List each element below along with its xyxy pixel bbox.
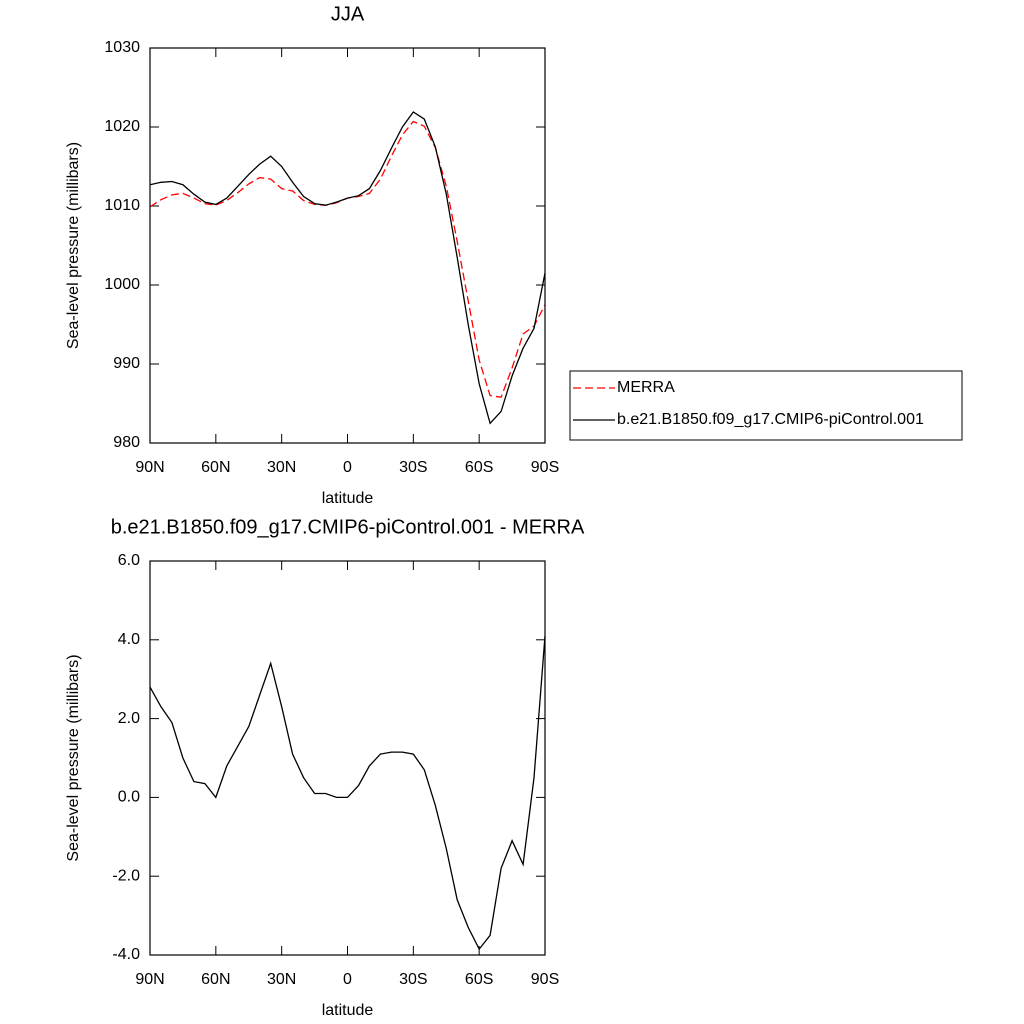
x-tick-label: 60N bbox=[201, 459, 230, 476]
y-tick-label: 0.0 bbox=[118, 789, 140, 806]
y-tick-label: 6.0 bbox=[118, 552, 140, 569]
chart-title: b.e21.B1850.f09_g17.CMIP6-piControl.001 … bbox=[111, 516, 585, 538]
x-tick-label: 0 bbox=[343, 971, 352, 988]
x-tick-label: 30N bbox=[267, 459, 296, 476]
legend-label: MERRA bbox=[617, 379, 675, 396]
legend-box bbox=[569, 370, 963, 441]
y-tick-label: 1030 bbox=[104, 39, 140, 56]
y-tick-label: 1010 bbox=[104, 197, 140, 214]
plot-frame bbox=[149, 47, 546, 444]
y-tick-label: 980 bbox=[113, 434, 140, 451]
plot-frame bbox=[149, 560, 546, 956]
y-tick-label: 4.0 bbox=[118, 631, 140, 648]
y-tick-label: -4.0 bbox=[112, 946, 140, 963]
series-line bbox=[149, 120, 546, 398]
x-tick-label: 60S bbox=[465, 971, 493, 988]
series-line bbox=[149, 635, 546, 951]
x-tick-label: 90S bbox=[531, 459, 559, 476]
x-tick-label: 30N bbox=[267, 971, 296, 988]
chart-title: JJA bbox=[331, 3, 365, 25]
y-tick-label: 990 bbox=[113, 355, 140, 372]
y-tick-label: -2.0 bbox=[112, 867, 140, 884]
x-tick-label: 60S bbox=[465, 459, 493, 476]
series-line bbox=[149, 111, 546, 425]
legend-label: b.e21.B1850.f09_g17.CMIP6-piControl.001 bbox=[617, 411, 924, 428]
x-axis-label: latitude bbox=[322, 490, 374, 507]
y-axis-label: Sea-level pressure (millibars) bbox=[65, 142, 82, 349]
y-axis-label: Sea-level pressure (millibars) bbox=[65, 654, 82, 861]
x-tick-label: 30S bbox=[399, 459, 427, 476]
x-tick-label: 30S bbox=[399, 971, 427, 988]
x-tick-label: 90N bbox=[135, 971, 164, 988]
y-tick-label: 2.0 bbox=[118, 710, 140, 727]
x-tick-label: 90N bbox=[135, 459, 164, 476]
y-tick-label: 1000 bbox=[104, 276, 140, 293]
x-tick-label: 0 bbox=[343, 459, 352, 476]
x-tick-label: 90S bbox=[531, 971, 559, 988]
x-axis-label: latitude bbox=[322, 1002, 374, 1019]
y-tick-label: 1020 bbox=[104, 118, 140, 135]
x-tick-label: 60N bbox=[201, 971, 230, 988]
